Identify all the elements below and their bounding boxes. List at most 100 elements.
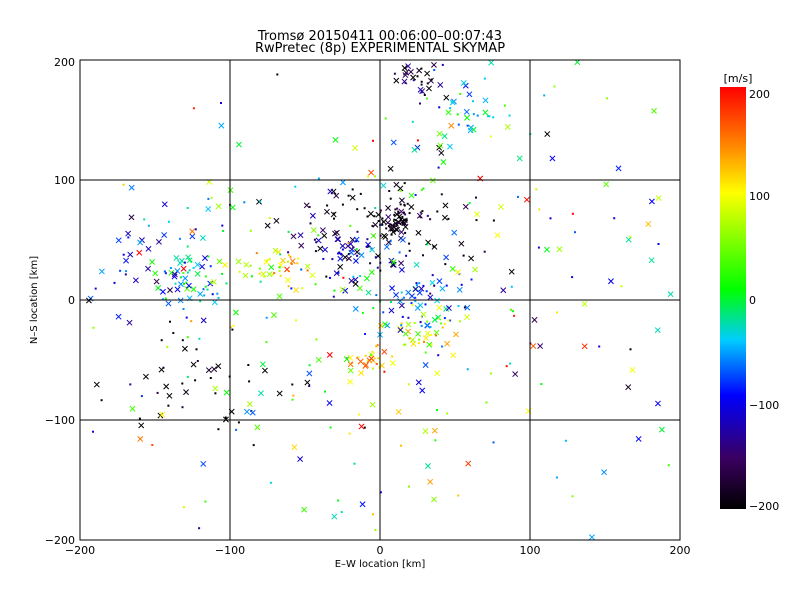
data-point-cross: [442, 202, 449, 209]
data-point-cross: [398, 197, 405, 204]
data-point-dot: [430, 343, 433, 346]
data-point-cross: [256, 198, 262, 205]
data-point-cross: [249, 409, 256, 416]
data-point-cross: [189, 228, 196, 235]
data-point-cross: [205, 367, 212, 374]
data-point-dot: [366, 215, 369, 218]
data-point-cross: [185, 282, 192, 289]
data-point-cross: [464, 314, 470, 321]
data-point-cross: [223, 389, 230, 396]
data-point-cross: [390, 229, 397, 235]
data-point-dot: [388, 190, 391, 192]
data-point-cross: [145, 265, 151, 272]
data-point-cross: [174, 267, 181, 274]
data-point-dot: [393, 213, 396, 216]
data-point-dot: [449, 319, 452, 322]
data-point-cross: [264, 222, 271, 229]
data-point-cross: [615, 165, 622, 172]
data-point-dot: [248, 380, 251, 383]
data-point-dot: [198, 337, 201, 340]
data-point-cross: [389, 285, 395, 292]
data-point-dot: [510, 308, 512, 311]
data-point-cross: [342, 254, 349, 261]
data-point-cross: [556, 246, 563, 253]
data-point-cross: [398, 260, 405, 267]
data-point-cross: [531, 316, 538, 323]
data-point-dot: [186, 207, 189, 209]
data-point-cross: [401, 65, 408, 71]
y-tick-label: 100: [54, 174, 75, 187]
data-point-dot: [431, 274, 434, 277]
data-point-dot: [423, 94, 426, 96]
data-point-dot: [411, 304, 414, 307]
data-point-dot: [574, 231, 576, 234]
data-point-cross: [128, 184, 135, 191]
data-point-dot: [359, 275, 362, 278]
data-point-dot: [92, 430, 94, 433]
data-point-dot: [314, 250, 317, 253]
data-point-dot: [366, 238, 369, 241]
data-point-cross: [409, 336, 416, 343]
data-point-dot: [290, 287, 293, 290]
data-point-dot: [395, 225, 398, 227]
data-point-dot: [613, 217, 616, 220]
data-point-dot: [420, 188, 423, 191]
data-point-dot: [470, 278, 473, 281]
data-point-cross: [276, 390, 283, 397]
data-point-dot: [441, 63, 444, 66]
data-point-cross: [180, 265, 187, 272]
data-point-cross: [163, 383, 170, 390]
data-point-dot: [329, 426, 332, 429]
data-point-dot: [606, 97, 609, 100]
data-point-cross: [453, 331, 459, 338]
colorbar-tick-label: 0: [749, 294, 756, 307]
data-point-dot: [538, 208, 541, 211]
data-point-dot: [492, 116, 495, 119]
data-point-cross: [215, 363, 222, 370]
data-point-cross: [431, 496, 437, 503]
data-point-cross: [488, 60, 495, 66]
data-point-cross: [354, 249, 361, 256]
data-point-dot: [426, 243, 429, 246]
data-point-dot: [268, 258, 271, 261]
data-point-dot: [372, 513, 374, 516]
data-point-cross: [408, 204, 415, 211]
data-point-dot: [403, 182, 406, 185]
data-point-cross: [387, 165, 394, 172]
data-point-cross: [625, 236, 632, 243]
data-point-cross: [205, 206, 212, 213]
data-point-cross: [381, 348, 388, 355]
data-point-cross: [415, 229, 422, 236]
data-point-dot: [402, 296, 405, 299]
data-point-dot: [404, 343, 407, 346]
data-point-cross: [210, 278, 217, 285]
data-point-dot: [440, 193, 443, 196]
x-tick-label: −200: [65, 544, 95, 557]
data-point-dot: [138, 417, 141, 420]
data-point-cross: [160, 288, 166, 295]
data-point-cross: [443, 94, 450, 101]
data-point-cross: [398, 302, 405, 309]
data-point-cross: [212, 385, 219, 392]
data-point-dot: [397, 222, 400, 225]
data-point-dot: [436, 409, 439, 411]
data-point-dot: [400, 324, 403, 327]
data-point-cross: [468, 255, 475, 262]
data-point-dot: [421, 210, 424, 213]
data-point-dot: [366, 359, 369, 362]
data-point-dot: [291, 398, 294, 401]
data-point-dot: [190, 320, 193, 323]
data-point-dot: [151, 444, 154, 446]
data-point-dot: [364, 354, 367, 357]
data-point-dot: [202, 288, 205, 291]
data-point-dot: [413, 322, 416, 324]
data-point-dot: [376, 344, 379, 347]
data-point-dot: [186, 336, 189, 339]
data-point-dot: [156, 391, 159, 394]
data-point-cross: [385, 214, 392, 221]
data-point-cross: [215, 203, 222, 210]
data-point-cross: [310, 227, 317, 234]
data-point-cross: [137, 239, 144, 246]
data-point-dot: [377, 357, 380, 360]
data-point-dot: [249, 229, 252, 232]
